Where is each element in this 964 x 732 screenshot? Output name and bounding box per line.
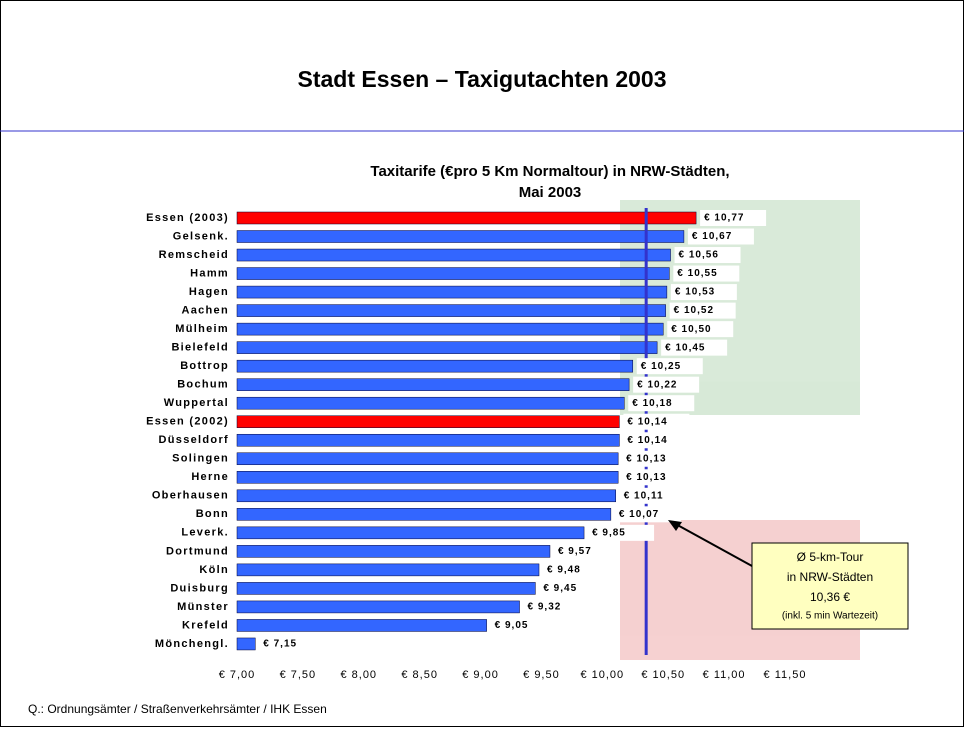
bar xyxy=(237,619,487,631)
annotation-text: 10,36 € xyxy=(810,590,850,604)
y-tick-label: Bochum xyxy=(177,379,229,391)
annotation-text: in NRW-Städten xyxy=(787,570,873,584)
bar xyxy=(237,508,611,520)
y-tick-label: Herne xyxy=(191,471,229,483)
bar xyxy=(237,231,684,243)
bar xyxy=(237,471,618,483)
x-tick-label: € 9,00 xyxy=(462,669,499,681)
x-tick-label: € 8,00 xyxy=(340,669,377,681)
value-label: € 10,52 xyxy=(674,305,714,316)
value-label: € 10,11 xyxy=(624,490,664,501)
bar xyxy=(237,601,520,613)
y-tick-label: Krefeld xyxy=(182,619,229,631)
bar xyxy=(237,397,624,409)
x-tick-label: € 7,50 xyxy=(280,669,317,681)
y-tick-label: Bottrop xyxy=(180,360,229,372)
bar xyxy=(237,360,633,372)
y-tick-label: Aachen xyxy=(181,305,229,317)
value-label: € 10,14 xyxy=(627,435,667,446)
y-tick-label: Münster xyxy=(177,601,229,613)
value-label: € 10,55 xyxy=(677,268,717,279)
y-tick-label: Duisburg xyxy=(170,582,229,594)
x-tick-label: € 10,00 xyxy=(580,669,624,681)
value-label: € 10,77 xyxy=(704,213,744,224)
value-label: € 9,85 xyxy=(592,527,626,538)
y-tick-label: Essen (2002) xyxy=(146,416,229,428)
y-tick-label: Hamm xyxy=(190,267,229,279)
y-tick-label: Bielefeld xyxy=(171,342,229,354)
chart-title: Mai 2003 xyxy=(519,184,582,201)
value-label: € 10,13 xyxy=(626,453,666,464)
bar xyxy=(237,305,666,317)
annotation-text: (inkl. 5 min Wartezeit) xyxy=(782,611,878,622)
x-tick-label: € 11,00 xyxy=(703,669,746,681)
bar xyxy=(237,545,550,557)
bar xyxy=(237,286,667,298)
annotation-text: Ø 5-km-Tour xyxy=(797,550,864,564)
x-tick-label: € 9,50 xyxy=(523,669,560,681)
bar xyxy=(237,212,696,224)
value-label: € 7,15 xyxy=(263,639,297,650)
y-tick-label: Leverk. xyxy=(181,527,229,539)
bar xyxy=(237,342,657,354)
y-tick-label: Dortmund xyxy=(166,545,229,557)
x-tick-label: € 7,00 xyxy=(219,669,256,681)
slide: Stadt Essen – Taxigutachten 2003 Taxitar… xyxy=(0,0,964,727)
y-tick-label: Bonn xyxy=(196,508,229,520)
y-tick-label: Remscheid xyxy=(159,249,229,261)
chart-title: Taxitarife (€pro 5 Km Normaltour) in NRW… xyxy=(370,163,729,180)
x-tick-label: € 8,50 xyxy=(401,669,438,681)
value-label: € 9,48 xyxy=(547,565,581,576)
source: Q.: Ordnungsämter / Straßenverkehrsämter… xyxy=(28,702,327,716)
y-tick-label: Essen (2003) xyxy=(146,212,229,224)
bar xyxy=(237,564,539,576)
bar xyxy=(237,434,619,446)
y-tick-label: Mönchengl. xyxy=(155,638,229,650)
bar xyxy=(237,638,255,650)
bar xyxy=(237,379,629,391)
y-tick-label: Solingen xyxy=(172,453,229,465)
value-label: € 10,50 xyxy=(671,324,711,335)
y-tick-label: Gelsenk. xyxy=(173,230,229,242)
y-tick-label: Wuppertal xyxy=(164,397,229,409)
value-label: € 10,67 xyxy=(692,231,732,242)
y-tick-label: Köln xyxy=(199,564,229,576)
x-tick-label: € 11,50 xyxy=(764,669,807,681)
bar xyxy=(237,323,663,335)
y-tick-label: Oberhausen xyxy=(152,490,229,502)
bar xyxy=(237,453,618,465)
value-label: € 10,14 xyxy=(627,416,667,427)
y-tick-label: Düsseldorf xyxy=(159,434,229,446)
page-title: Stadt Essen – Taxigutachten 2003 xyxy=(298,66,667,92)
bar xyxy=(237,249,671,261)
value-label: € 9,57 xyxy=(558,546,592,557)
value-label: € 10,18 xyxy=(632,398,672,409)
value-label: € 10,07 xyxy=(619,509,659,520)
value-label: € 10,22 xyxy=(637,379,677,390)
value-label: € 9,05 xyxy=(495,620,529,631)
value-label: € 10,13 xyxy=(626,472,666,483)
value-label: € 9,45 xyxy=(543,583,577,594)
bar xyxy=(237,416,619,428)
value-label: € 10,56 xyxy=(679,250,719,261)
bar xyxy=(237,582,535,594)
value-label: € 10,53 xyxy=(675,287,715,298)
bar xyxy=(237,527,584,539)
x-tick-label: € 10,50 xyxy=(641,669,685,681)
bar xyxy=(237,268,669,280)
value-label: € 9,32 xyxy=(528,602,562,613)
y-tick-label: Hagen xyxy=(189,286,229,298)
y-tick-label: Mülheim xyxy=(175,323,229,335)
value-label: € 10,45 xyxy=(665,342,705,353)
value-label: € 10,25 xyxy=(641,361,681,372)
bar xyxy=(237,490,616,502)
